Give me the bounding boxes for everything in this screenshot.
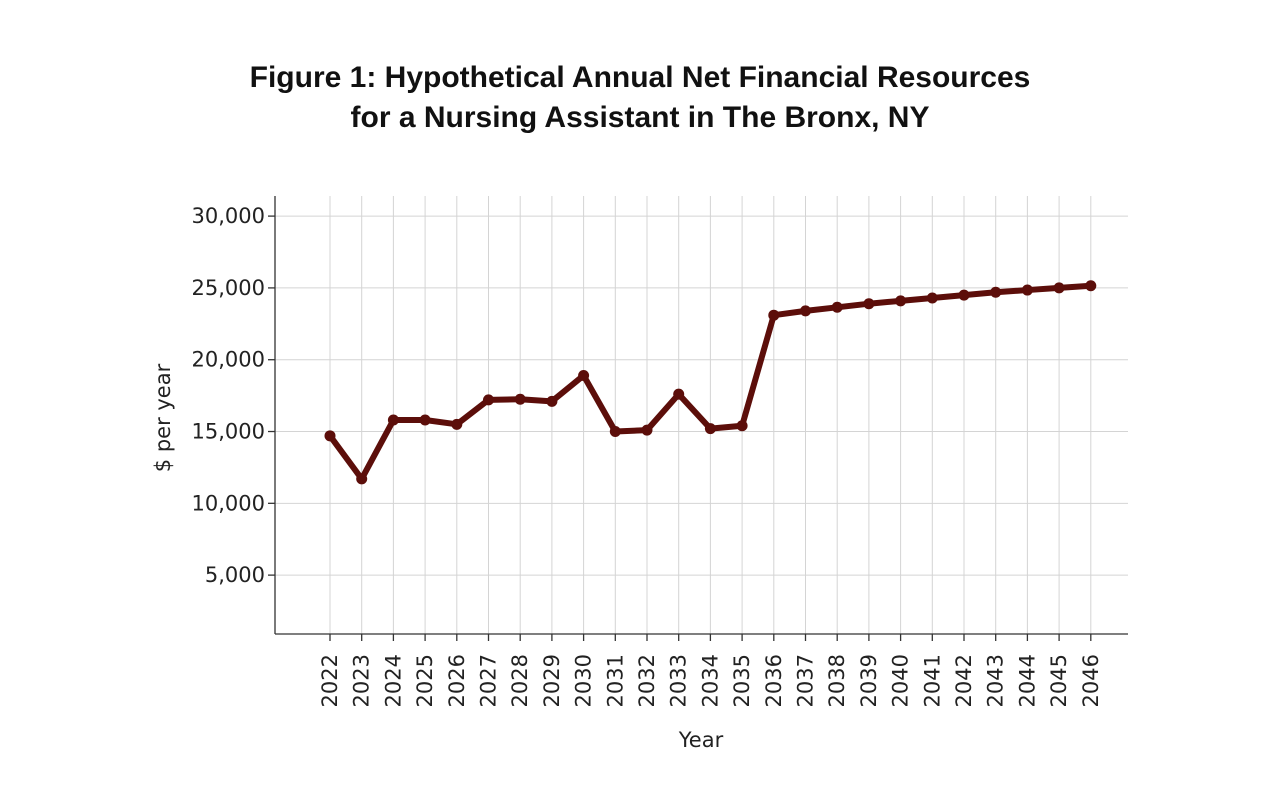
x-tick-label: 2024 — [381, 654, 405, 707]
data-point — [800, 305, 811, 317]
x-tick-label: 2028 — [508, 654, 532, 707]
data-point — [1085, 280, 1097, 292]
data-point — [673, 388, 685, 400]
data-point — [578, 370, 590, 382]
y-tick-label: 25,000 — [192, 276, 265, 300]
data-point — [546, 395, 558, 407]
data-point — [324, 430, 336, 442]
x-tick-label: 2038 — [825, 654, 849, 707]
x-tick-label: 2039 — [857, 654, 881, 707]
x-tick-label: 2037 — [794, 654, 818, 707]
x-tick-label: 2046 — [1079, 654, 1103, 707]
data-point — [451, 418, 463, 430]
x-tick-label: 2041 — [920, 654, 944, 707]
x-tick-label: 2026 — [445, 654, 469, 707]
x-axis-ticks: 2022 2023 2024 2025 2026 2027 2028 2029 2030 2031… — [318, 634, 1103, 707]
x-tick-label: 2035 — [730, 654, 754, 707]
x-tick-label: 2025 — [413, 654, 437, 707]
data-point — [387, 414, 399, 426]
x-tick-label: 2022 — [318, 654, 342, 707]
data-point — [990, 286, 1002, 298]
x-tick-label: 2031 — [603, 654, 627, 707]
data-point — [1053, 282, 1065, 294]
chart-title-line-2: for a Nursing Assistant in The Bronx, NY — [350, 101, 930, 134]
y-tick-label: 30,000 — [192, 204, 265, 228]
x-tick-label: 2030 — [572, 654, 596, 707]
data-point — [926, 292, 938, 304]
data-point — [641, 424, 653, 436]
data-point — [419, 414, 431, 426]
data-point — [514, 393, 526, 405]
y-tick-label: 10,000 — [192, 491, 265, 515]
data-point — [704, 423, 716, 435]
data-point — [863, 298, 875, 310]
axes — [274, 196, 1128, 635]
chart-title: Figure 1: Hypothetical Annual Net Financ… — [0, 58, 1280, 138]
data-point — [736, 420, 748, 432]
data-point — [768, 309, 780, 321]
x-tick-label: 2033 — [667, 654, 691, 707]
data-point — [1021, 284, 1033, 296]
x-tick-label: 2034 — [698, 654, 722, 707]
y-axis-title: $ per year — [151, 363, 175, 472]
x-axis-title: Year — [678, 728, 724, 752]
x-tick-label: 2023 — [350, 654, 374, 707]
x-tick-label: 2029 — [540, 654, 564, 707]
x-tick-label: 2027 — [477, 654, 501, 707]
data-point — [609, 426, 621, 438]
chart-title-line-1: Figure 1: Hypothetical Annual Net Financ… — [249, 61, 1031, 94]
x-tick-label: 2042 — [952, 654, 976, 707]
grid — [275, 196, 1128, 634]
series-layer — [324, 280, 1097, 485]
y-axis-ticks: 5,000 10,000 15,000 20,000 25,000 30,000 — [192, 204, 275, 587]
y-tick-label: 5,000 — [205, 563, 265, 587]
x-tick-label: 2032 — [635, 654, 659, 707]
data-point — [831, 301, 843, 313]
x-tick-label: 2040 — [889, 654, 913, 707]
y-tick-label: 15,000 — [192, 420, 265, 444]
data-point — [356, 473, 368, 485]
x-tick-label: 2044 — [1015, 654, 1039, 707]
data-point — [895, 295, 907, 307]
data-point — [958, 289, 970, 301]
x-tick-label: 2045 — [1047, 654, 1071, 707]
y-tick-label: 20,000 — [192, 348, 265, 372]
data-point — [483, 394, 494, 406]
x-tick-label: 2036 — [762, 654, 786, 707]
x-tick-label: 2043 — [984, 654, 1008, 707]
